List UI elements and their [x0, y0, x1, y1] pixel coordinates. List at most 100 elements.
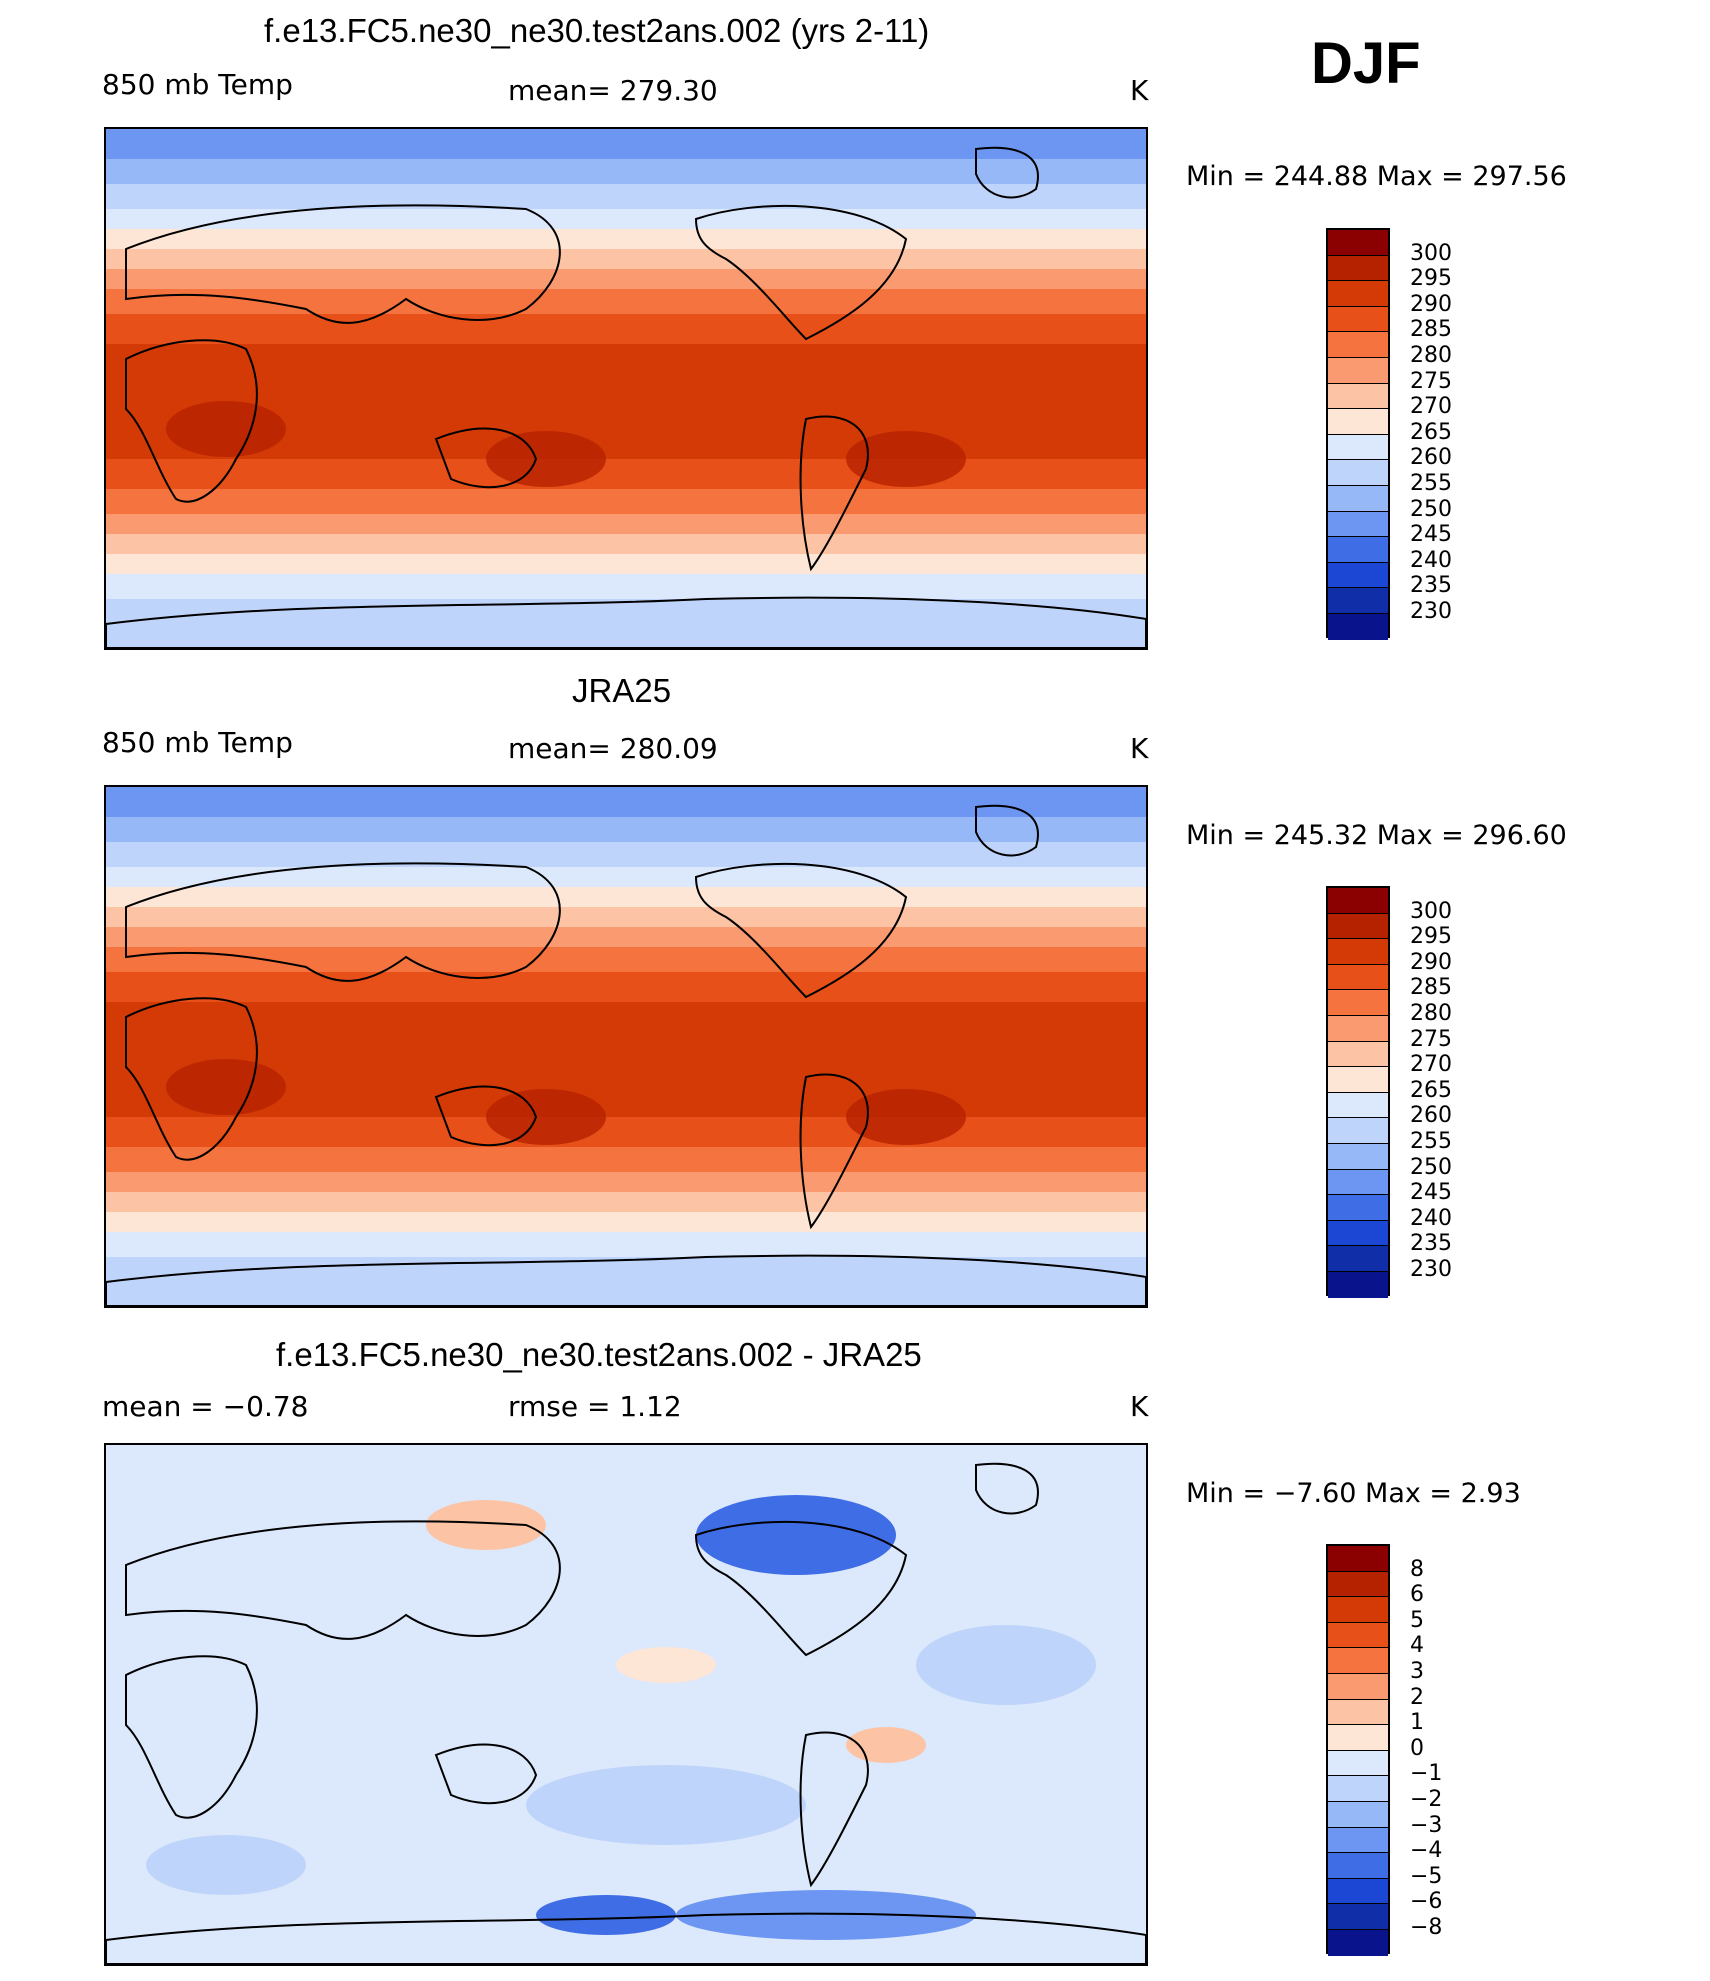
temperature-band — [106, 314, 1146, 344]
anomaly-blob — [526, 1765, 806, 1845]
colorbar-swatch — [1328, 1041, 1388, 1068]
colorbar-swatch — [1328, 1648, 1388, 1674]
warm-core — [166, 401, 286, 457]
temperature-band — [106, 787, 1146, 817]
anomaly-blob — [616, 1647, 716, 1683]
anomaly-blob — [146, 1835, 306, 1895]
coastlines — [106, 804, 1146, 1306]
coastline — [799, 415, 869, 572]
colorbar-tick-label: 4 — [1410, 1633, 1424, 1659]
coastline — [125, 1520, 561, 1640]
colorbar-swatch — [1328, 613, 1388, 640]
colorbar-swatch — [1328, 409, 1388, 435]
temperature-band — [106, 817, 1146, 842]
colorbar-swatch — [1328, 434, 1388, 461]
colorbar-tick-label: 245 — [1410, 522, 1452, 548]
panel-1-mean-label: mean= 279.30 — [508, 74, 718, 107]
anomaly-blob — [846, 1727, 926, 1763]
coastline — [799, 1731, 869, 1888]
panel-3-rmse-label: rmse = 1.12 — [508, 1390, 682, 1423]
coastlines — [106, 1462, 1146, 1964]
colorbar-tick-label: 6 — [1410, 1582, 1424, 1608]
coastline — [434, 1743, 538, 1805]
panel-2-field-label: 850 mb Temp — [102, 726, 293, 759]
panel-2-mean-label: mean= 280.09 — [508, 732, 718, 765]
colorbar-swatch — [1328, 1622, 1388, 1649]
map-svg — [106, 129, 1146, 648]
temperature-band — [106, 867, 1146, 887]
panel-2-map — [104, 785, 1148, 1308]
temperature-band — [106, 1147, 1146, 1172]
colorbar-tick-label: −4 — [1410, 1838, 1443, 1864]
colorbar-tick-label: 280 — [1410, 343, 1452, 368]
anomaly-blob — [426, 1500, 546, 1550]
temperature-band — [106, 459, 1146, 489]
colorbar-swatch — [1328, 1904, 1388, 1930]
warm-core — [846, 431, 966, 487]
colorbar-swatch — [1328, 332, 1388, 358]
temperature-band — [106, 289, 1146, 314]
panel-2-minmax: Min = 245.32 Max = 296.60 — [1186, 820, 1567, 851]
colorbar-tick-label: 250 — [1410, 1154, 1452, 1180]
colorbar-swatch — [1328, 1853, 1388, 1879]
colorbar-tick-label: −1 — [1410, 1761, 1443, 1787]
colorbar-swatch — [1328, 1246, 1388, 1272]
colorbar-tick-label: 285 — [1410, 317, 1452, 343]
colorbar-swatch — [1328, 939, 1388, 965]
colorbar-tick-label: 230 — [1410, 599, 1452, 624]
colorbar-swatch — [1328, 1143, 1388, 1170]
colorbar-swatch — [1328, 537, 1388, 563]
colorbar-tick-label: 290 — [1410, 291, 1452, 317]
coastline — [106, 1912, 1146, 1964]
colorbar-tick-label: 235 — [1410, 573, 1452, 599]
colorbar-swatch — [1328, 357, 1388, 384]
temperature-band — [106, 1232, 1146, 1257]
field-bands — [106, 787, 1146, 1306]
colorbar-swatch — [1328, 1929, 1388, 1956]
panel-1-minmax: Min = 244.88 Max = 297.56 — [1186, 161, 1567, 192]
colorbar-swatch — [1328, 562, 1388, 589]
colorbar-swatch — [1328, 888, 1388, 914]
panel-3-colorbar — [1326, 1544, 1390, 1956]
colorbar-swatch — [1328, 281, 1388, 307]
panel-3-map — [104, 1443, 1148, 1966]
colorbar-tick-label: 275 — [1410, 368, 1452, 394]
temperature-band — [106, 1212, 1146, 1232]
colorbar-swatch — [1328, 1118, 1388, 1144]
coastline — [694, 1520, 908, 1657]
colorbar-swatch — [1328, 1195, 1388, 1221]
colorbar-tick-label: −8 — [1410, 1915, 1443, 1940]
colorbar-tick-label: 2 — [1410, 1684, 1424, 1710]
colorbar-swatch — [1328, 990, 1388, 1016]
colorbar-swatch — [1328, 1546, 1388, 1572]
colorbar-swatch — [1328, 230, 1388, 256]
coastline — [106, 596, 1146, 648]
temperature-band — [106, 574, 1146, 599]
colorbar-swatch — [1328, 1750, 1388, 1777]
colorbar-tick-label: 245 — [1410, 1180, 1452, 1206]
colorbar-tick-label: 5 — [1410, 1607, 1424, 1633]
colorbar-swatch — [1328, 1699, 1388, 1726]
warm-core — [166, 1059, 286, 1115]
temperature-band — [106, 249, 1146, 269]
panel-1-colorbar — [1326, 228, 1390, 640]
colorbar-swatch — [1328, 383, 1388, 410]
colorbar-swatch — [1328, 306, 1388, 333]
colorbar-swatch — [1328, 1827, 1388, 1854]
temperature-band — [106, 1192, 1146, 1212]
colorbar-swatch — [1328, 485, 1388, 512]
colorbar-swatch — [1328, 1725, 1388, 1751]
temperature-band — [106, 599, 1146, 648]
temperature-band — [106, 842, 1146, 867]
colorbar-tick-label: 230 — [1410, 1257, 1452, 1282]
colorbar-tick-label: 0 — [1410, 1735, 1424, 1761]
anomaly-blob — [916, 1625, 1096, 1705]
panel-1-title: f.e13.FC5.ne30_ne30.test2ans.002 (yrs 2-… — [264, 12, 930, 49]
colorbar-swatch — [1328, 460, 1388, 486]
temperature-band — [106, 947, 1146, 972]
panel-3-title: f.e13.FC5.ne30_ne30.test2ans.002 - JRA25 — [276, 1336, 922, 1373]
colorbar-tick-label: 300 — [1410, 240, 1452, 266]
colorbar-swatch — [1328, 1092, 1388, 1119]
temperature-band — [106, 1172, 1146, 1192]
warm-core — [846, 1089, 966, 1145]
